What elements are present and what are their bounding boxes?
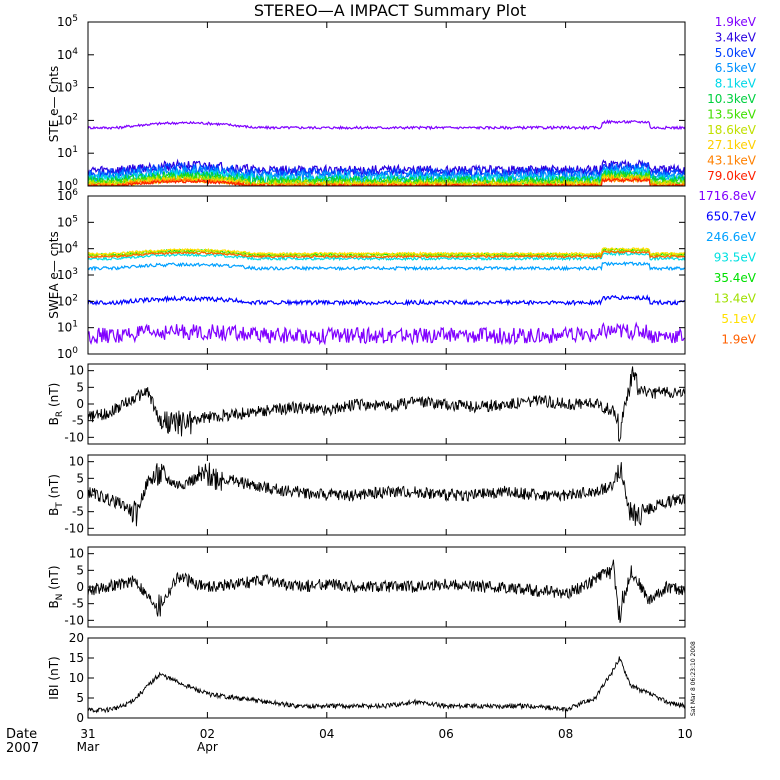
y-tick-label: 5 [76,380,84,394]
x-tick-label: 31 [80,727,95,741]
y-axis-label: IBI (nT) [47,656,61,699]
series-line-0 [88,656,685,714]
y-tick-label: 103 [57,267,78,282]
y-tick-label: 0 [76,488,84,502]
y-tick-label: 10 [69,547,84,561]
x-tick-label: 08 [558,727,573,741]
y-tick-label: 100 [57,178,78,193]
y-tick-label: 104 [57,241,78,256]
panel-data [88,246,685,346]
x-tick-label: 06 [439,727,454,741]
y-tick-label: 20 [69,631,84,645]
panel-3: -10 -5 0 5 10 BT (nT) [47,454,686,536]
y-tick-label: 104 [57,47,78,62]
y-tick-label: 0 [76,397,84,411]
x-tick-label: 04 [319,727,334,741]
series-line-1 [88,294,685,307]
y-tick-label: 10 [69,364,84,378]
panel-data [88,119,685,186]
legend-entry: 10.3keV [707,92,757,106]
y-axis-label: STE e— Cnts [47,66,61,142]
series-line-0 [88,366,685,442]
y-tick-label: -10 [64,430,84,444]
y-tick-label: 102 [57,293,78,308]
y-axis-label: BT (nT) [47,474,65,516]
panel-frame [87,21,686,187]
legend-entry: 13.4eV [714,292,757,306]
panel-0: 100 101 102 103 104 105 STE e— Cnts 1.9keV3.4ke… [47,14,757,193]
panel-1: 100 101 102 103 104 105 106 SWEA e— cnts 1716.8e… [47,188,757,361]
series-line-0 [88,462,685,527]
y-tick-label: 5 [76,471,84,485]
y-tick-label: 105 [57,214,78,229]
series-line-3 [88,251,685,262]
y-tick-label: -5 [72,414,84,428]
x-axis-year-label: 2007 [6,741,39,756]
legend-entry: 3.4keV [715,30,757,44]
x-tick-label: 02 [200,727,215,741]
legend-entry: 5.1eV [721,312,756,326]
panel-5: 0 5 10 15 20 IBI (nT) [47,631,686,725]
y-tick-label: 101 [57,145,78,160]
timestamp-stamp: Sat Mar 8 06:23:10 2008 [690,641,697,716]
x-axis-date-label: Date [6,727,37,742]
y-tick-label: 5 [76,691,84,705]
y-tick-label: 105 [57,14,78,29]
legend-entry: 6.5keV [715,61,757,75]
series-line-0 [88,321,685,346]
panel-data [88,462,685,527]
y-tick-label: 0 [76,580,84,594]
x-tick-label: 10 [677,727,692,741]
y-tick-label: 106 [57,188,78,203]
y-tick-label: 5 [76,563,84,577]
panel-data [88,656,685,714]
x-tick-sublabel: Apr [197,740,218,754]
series-line-10 [88,177,685,186]
legend-entry: 13.5keV [707,107,757,121]
legend-entry: 246.6eV [706,230,757,244]
legend-entry: 35.4eV [714,271,757,285]
y-tick-label: 101 [57,320,78,335]
legend-entry: 5.0keV [715,46,757,60]
series-line-7 [88,250,685,259]
y-tick-label: 103 [57,80,78,95]
y-tick-label: -5 [72,597,84,611]
x-tick-sublabel: Mar [77,740,100,754]
series-line-0 [88,119,685,131]
y-tick-label: -10 [64,613,84,627]
series-line-6 [88,246,685,256]
y-tick-label: -5 [72,505,84,519]
legend-entry: 43.1keV [707,154,757,168]
legend-entry: 1716.8eV [698,189,756,203]
panel-data [88,559,685,623]
y-axis-label: SWEA e— cnts [47,231,61,318]
legend-entry: 27.1keV [707,138,757,152]
y-tick-label: 102 [57,112,78,127]
legend-entry: 93.5eV [714,251,757,265]
chart-title: STEREO—A IMPACT Summary Plot [254,1,526,20]
series-line-9 [88,175,685,186]
legend-entry: 79.0keV [707,169,757,183]
y-axis-label: BR (nT) [47,383,65,426]
legend-entry: 1.9eV [721,333,756,347]
legend-entry: 18.6keV [707,123,757,137]
panel-data [88,366,685,442]
y-axis-label: BN (nT) [47,565,65,608]
legend-entry: 1.9keV [715,15,757,29]
panel-4: -10 -5 0 5 10 BN (nT) [47,546,686,628]
panel-frame [87,454,686,536]
legend-entry: 650.7eV [706,210,757,224]
y-tick-label: 100 [57,346,78,361]
series-line-2 [88,261,685,272]
legend-entry: 8.1keV [715,77,757,91]
y-tick-label: 10 [69,455,84,469]
panel-2: -10 -5 0 5 10 BR (nT) [47,363,686,445]
series-line-0 [88,559,685,623]
y-tick-label: -10 [64,521,84,535]
y-tick-label: 0 [76,711,84,725]
y-tick-label: 15 [69,651,84,665]
y-tick-label: 10 [69,671,84,685]
